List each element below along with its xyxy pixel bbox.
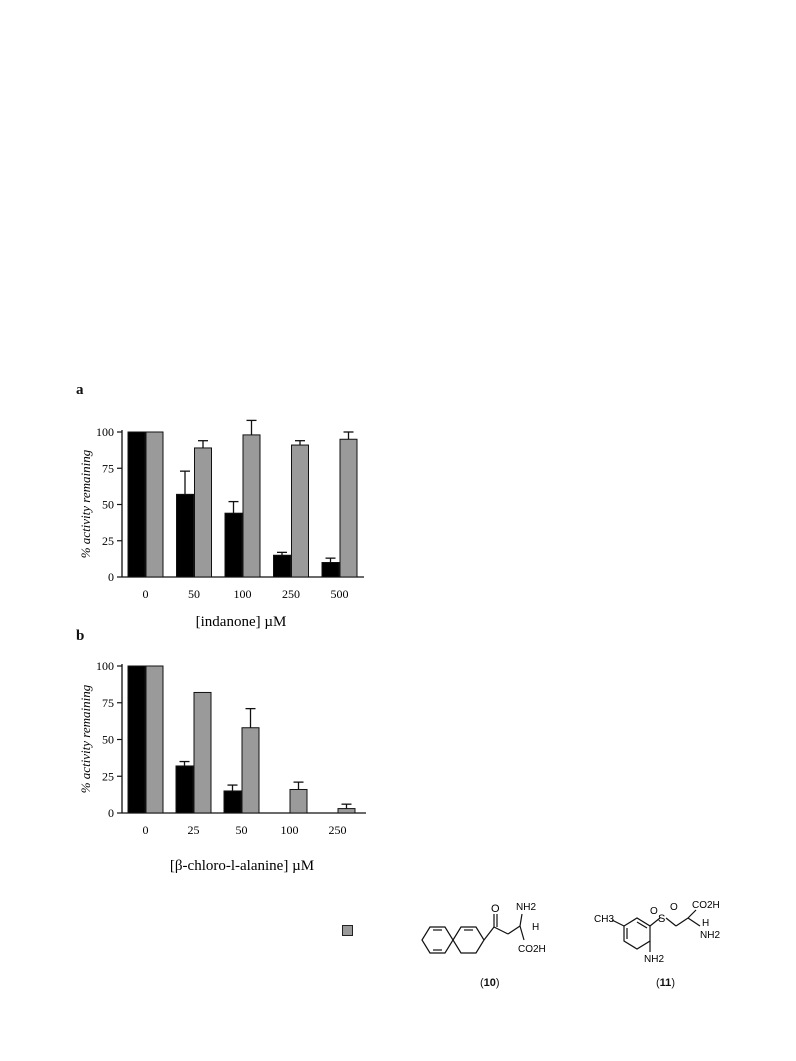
panel-b-x-tick-label: 25 (188, 823, 200, 837)
panel-a-bar (321, 562, 340, 578)
panel-b-y-tick-label: 25 (102, 769, 114, 783)
panel-b-bar (193, 691, 212, 814)
compound-11-structure: CH3 S O O CO2H H NH2 NH2 (594, 900, 720, 965)
panel-b-y-tick-label: 50 (102, 733, 114, 747)
panel-a-x-axis-label: [indanone] µM (196, 614, 287, 630)
panel-a-x-tick-label: 100 (234, 587, 252, 601)
gray-legend-swatch (342, 925, 353, 936)
compound-11-sulfur: S (658, 913, 665, 925)
panel-a-bar (145, 431, 164, 578)
panel-b-x-tick-label: 250 (329, 823, 347, 837)
compound-10-ketone-o: O (491, 903, 500, 915)
panel-b-y-tick-label: 100 (96, 659, 114, 673)
compound-10-amine: NH2 (516, 902, 536, 913)
panel-b-x-axis-label: [β-chloro-l-alanine] µM (170, 858, 314, 874)
panel-a-x-tick-label: 250 (282, 587, 300, 601)
compound-10-acid: CO2H (518, 944, 546, 955)
panel-b-x-tick-label: 100 (281, 823, 299, 837)
compound-10-structure: O NH2 H CO2H (421, 902, 546, 955)
panel-a-y-axis-label: % activity remaining (78, 449, 93, 558)
panel-a-bar (273, 554, 291, 578)
panel-b-x-tick-label: 50 (236, 823, 248, 837)
panel-a-bar (339, 438, 358, 578)
panel-b-bar (175, 765, 194, 814)
panel-b-y-axis-label: % activity remaining (78, 684, 93, 793)
panel-b-bar (145, 665, 164, 814)
compound-11-label: (11) (656, 977, 675, 989)
panel-b-y-tick-label: 75 (102, 696, 114, 710)
panel-b-bar (337, 808, 356, 814)
panel-a-x-tick-label: 0 (143, 587, 149, 601)
panel-a-bar (127, 431, 146, 578)
panel-a-bar (242, 434, 261, 578)
panel-b-bar (223, 790, 242, 814)
panel-b-letter: b (76, 628, 85, 644)
panel-a-x-tick-label: 50 (188, 587, 200, 601)
compound-11-h: H (702, 918, 709, 929)
panel-a-bar (176, 493, 194, 578)
compound-11-acid: CO2H (692, 900, 720, 911)
panel-a-y-tick-label: 50 (102, 498, 114, 512)
compound-10-label: (10) (480, 977, 500, 989)
panel-b-bar (289, 788, 308, 814)
panel-a-y-tick-label: 75 (102, 461, 114, 475)
panel-a-y-tick-label: 0 (108, 570, 114, 584)
compound-11-amine: NH2 (700, 930, 720, 941)
panel-a-letter: a (76, 382, 84, 398)
panel-a-x-tick-label: 500 (331, 587, 349, 601)
panel-a-y-tick-label: 100 (96, 425, 114, 439)
compound-10-h: H (532, 922, 539, 933)
panel-a-bar (291, 444, 309, 578)
panel-b-bar (241, 727, 260, 814)
panel-a-y-tick-label: 25 (102, 534, 114, 548)
compound-11-aryl-amine: NH2 (644, 954, 664, 965)
panel-b-bar (127, 665, 146, 814)
compound-11-oxygen-2: O (670, 902, 678, 913)
panel-a-bar (194, 447, 212, 578)
compound-11-oxygen-1: O (650, 906, 658, 917)
panel-a-bar (224, 512, 243, 578)
panel-b-x-tick-label: 0 (143, 823, 149, 837)
panel-b-y-tick-label: 0 (108, 806, 114, 820)
compound-11-methyl: CH3 (594, 914, 614, 925)
